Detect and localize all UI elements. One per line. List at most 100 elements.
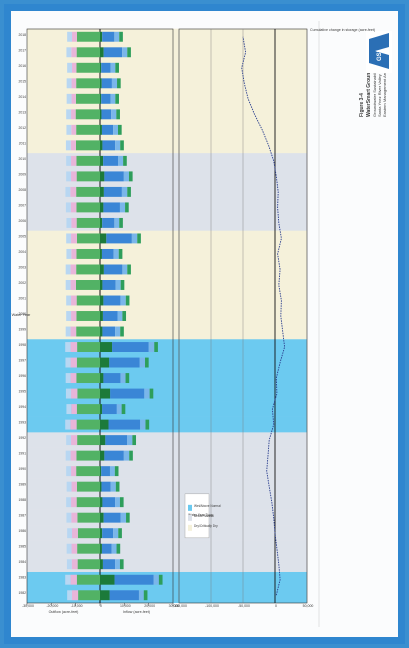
bar-segment bbox=[100, 62, 102, 73]
bar-segment bbox=[102, 497, 116, 508]
bar-segment bbox=[70, 342, 78, 352]
bar-segment bbox=[128, 171, 133, 182]
bar-segment bbox=[100, 109, 102, 120]
year-tick-label: 1999 bbox=[18, 328, 26, 332]
bar-segment bbox=[153, 574, 159, 585]
bar-segment bbox=[76, 47, 100, 58]
bar-segment bbox=[100, 574, 115, 585]
bar-segment bbox=[145, 357, 149, 368]
figure-subtitle-1: Groundwater Sustainability Plan bbox=[372, 60, 377, 117]
bar-segment bbox=[102, 140, 116, 151]
bar-segment bbox=[76, 311, 100, 321]
bar-segment bbox=[65, 373, 71, 384]
bar-segment bbox=[119, 559, 124, 570]
bar-segment bbox=[71, 543, 78, 554]
year-tick-label: 1988 bbox=[18, 498, 26, 502]
storage-tick-label: 0 bbox=[275, 604, 277, 608]
year-tick-label: 2005 bbox=[18, 234, 26, 238]
bar-segment bbox=[101, 93, 111, 104]
bar-segment bbox=[66, 512, 72, 523]
bar-segment bbox=[100, 233, 107, 244]
bar-segment bbox=[120, 512, 127, 523]
bar-segment bbox=[103, 373, 121, 384]
bar-segment bbox=[100, 528, 103, 539]
bar-segment bbox=[100, 171, 105, 182]
year-tick-label: 2003 bbox=[18, 265, 26, 269]
bar-segment bbox=[65, 342, 71, 352]
bar-segment bbox=[103, 295, 121, 306]
bar-segment bbox=[66, 295, 72, 306]
bar-segment bbox=[72, 590, 79, 601]
bar-segment bbox=[66, 124, 72, 135]
bar-segment bbox=[65, 264, 71, 275]
bar-segment bbox=[100, 481, 102, 492]
document-frame: Figure 3-4 WaterSmart Groundwater Budget… bbox=[4, 4, 405, 644]
bar-segment bbox=[102, 311, 118, 321]
bar-segment bbox=[100, 217, 103, 228]
budget-tick-label: 20,000 bbox=[144, 604, 155, 608]
bar-segment bbox=[76, 233, 101, 244]
bar-segment bbox=[100, 450, 105, 461]
bar-segment bbox=[113, 528, 119, 539]
year-tick-label: 1994 bbox=[18, 405, 26, 409]
bar-segment bbox=[70, 280, 76, 290]
bar-segment bbox=[125, 373, 130, 384]
bar-segment bbox=[109, 590, 139, 601]
bar-segment bbox=[71, 109, 76, 120]
bar-segment bbox=[105, 435, 128, 446]
bar-segment bbox=[71, 155, 77, 166]
storage-axis-label: Cumulative change in storage (acre-feet) bbox=[310, 28, 375, 32]
bar-segment bbox=[101, 62, 111, 73]
year-tick-label: 2001 bbox=[18, 296, 26, 300]
budget-tick-label: 10,000 bbox=[120, 604, 131, 608]
bar-segment bbox=[66, 109, 72, 120]
year-tick-label: 1995 bbox=[18, 390, 26, 394]
bar-segment bbox=[101, 248, 114, 259]
year-tick-label: 1996 bbox=[18, 374, 26, 378]
bar-segment bbox=[100, 373, 104, 384]
bar-segment bbox=[71, 233, 77, 244]
bar-segment bbox=[100, 186, 104, 197]
bar-segment bbox=[75, 280, 100, 290]
bar-segment bbox=[70, 373, 77, 384]
bar-segment bbox=[140, 419, 146, 430]
bar-segment bbox=[110, 481, 116, 492]
water-year-legend-label: Wet/Above Normal bbox=[194, 504, 221, 508]
year-tick-label: 1990 bbox=[18, 467, 26, 471]
bar-segment bbox=[102, 528, 114, 539]
bar-segment bbox=[100, 497, 103, 508]
year-tick-label: 2007 bbox=[18, 203, 26, 207]
bar-segment bbox=[71, 404, 77, 415]
bar-segment bbox=[70, 186, 77, 197]
bar-segment bbox=[100, 311, 103, 321]
year-tick-label: 2014 bbox=[18, 95, 26, 99]
bar-segment bbox=[116, 543, 121, 554]
bar-segment bbox=[118, 124, 122, 135]
bar-segment bbox=[132, 435, 137, 446]
bar-segment bbox=[78, 590, 100, 601]
bar-segment bbox=[65, 419, 71, 430]
bar-segment bbox=[114, 31, 120, 42]
bar-segment bbox=[119, 497, 124, 508]
bar-segment bbox=[100, 559, 103, 570]
bar-segment bbox=[103, 264, 123, 275]
bar-segment bbox=[100, 202, 104, 213]
year-tick-label: 2000 bbox=[18, 312, 26, 316]
bar-segment bbox=[103, 186, 122, 197]
bar-segment bbox=[101, 109, 112, 120]
document-page: Figure 3-4 WaterSmart Groundwater Budget… bbox=[11, 11, 398, 637]
year-tick-label: 2018 bbox=[18, 33, 26, 37]
bar-segment bbox=[66, 559, 72, 570]
year-tick-label: 1993 bbox=[18, 421, 26, 425]
bar-segment bbox=[110, 93, 116, 104]
bar-segment bbox=[100, 264, 104, 275]
bar-segment bbox=[66, 233, 72, 244]
bar-segment bbox=[77, 512, 100, 523]
bar-segment bbox=[100, 466, 102, 477]
year-tick-label: 2017 bbox=[18, 48, 26, 52]
water-year-legend-swatch bbox=[188, 514, 192, 521]
bar-segment bbox=[65, 388, 72, 399]
bar-segment bbox=[158, 574, 163, 585]
bar-segment bbox=[71, 171, 77, 182]
bar-segment bbox=[116, 404, 122, 415]
